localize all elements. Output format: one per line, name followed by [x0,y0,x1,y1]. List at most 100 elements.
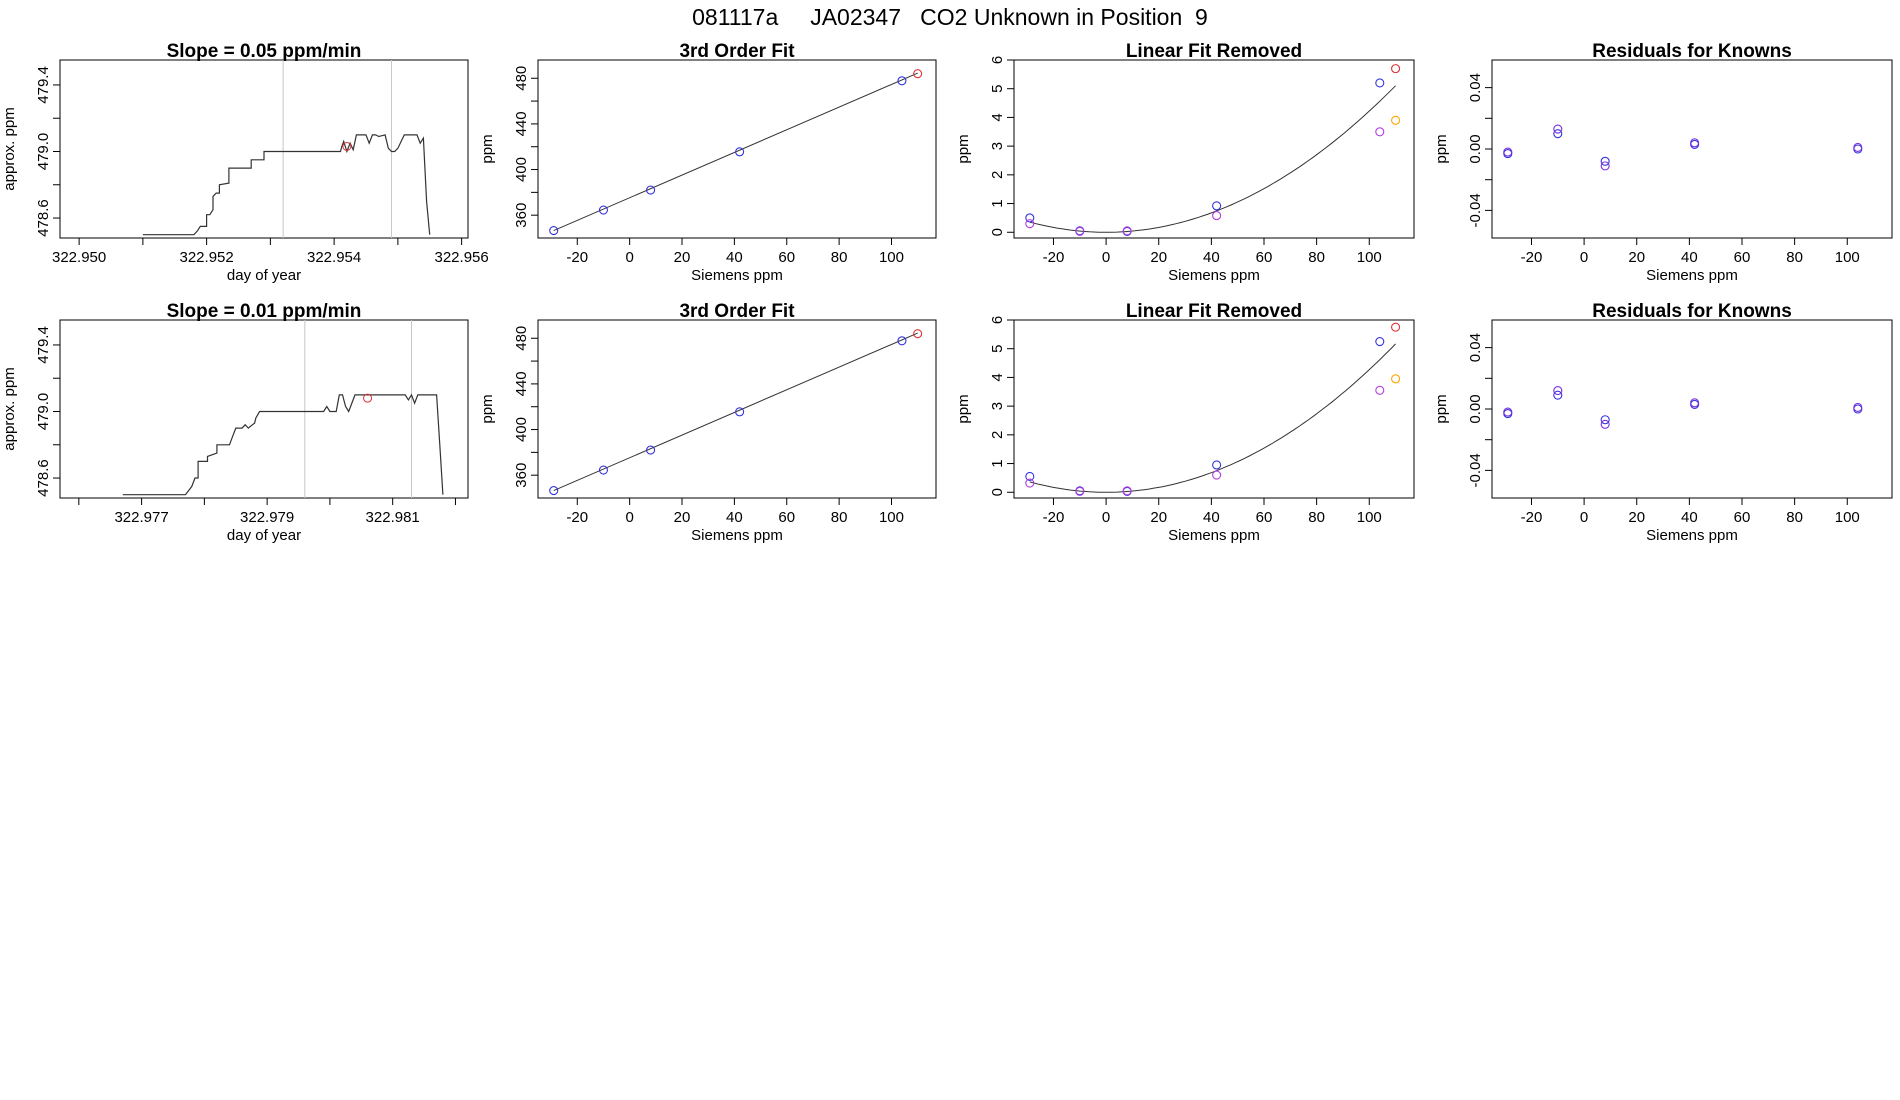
x-tick-label: 80 [1786,249,1803,266]
y-tick-label: 440 [513,371,530,396]
x-axis-label: Siemens ppm [1646,267,1738,284]
y-tick-label: 400 [513,157,530,182]
panel-title: Slope = 0.01 ppm/min [167,301,362,322]
y-tick-label: 0.04 [1467,333,1484,362]
data-point [1503,407,1513,417]
plot-area [549,69,923,236]
y-tick-label: 5 [989,85,1006,93]
y-tick-label: 360 [513,463,530,488]
fit-curve [1029,85,1396,233]
y-tick-label: 4 [989,373,1006,381]
x-tick-label: 80 [1308,509,1325,526]
x-tick-label: 20 [674,249,691,266]
x-tick-label: 322.979 [240,509,294,526]
x-tick-label: 40 [1203,509,1220,526]
data-point [1375,78,1385,88]
y-tick-label: 480 [513,66,530,91]
x-axis-label: Siemens ppm [1168,527,1260,544]
x-axis-label: day of year [227,527,301,544]
data-point [646,445,656,455]
x-tick-label: 80 [1308,249,1325,266]
data-point [1391,64,1401,74]
x-tick-label: 322.950 [52,249,106,266]
y-tick-label: 0.00 [1467,134,1484,163]
data-point [1075,226,1085,236]
plot-area [122,320,444,498]
x-tick-label: 60 [1256,249,1273,266]
x-tick-label: 20 [1150,249,1167,266]
x-tick-label: 0 [625,249,633,266]
series-line [142,134,431,236]
x-tick-label: 322.952 [180,249,234,266]
x-tick-label: 40 [726,509,743,526]
plot-frame [1491,319,1893,499]
y-tick-label: 0.04 [1467,73,1484,102]
plot-area [549,329,923,496]
plot-area [142,60,431,238]
y-tick-label: -0.04 [1467,453,1484,487]
data-point [598,205,609,215]
y-tick-label: 2 [989,431,1006,439]
plot-frame [59,319,469,499]
y-tick-label: 400 [513,417,530,442]
y-tick-label: 6 [989,56,1006,64]
y-axis-label: approx. ppm [1,107,18,190]
x-tick-label: 40 [1681,509,1698,526]
x-tick-label: 40 [1203,249,1220,266]
y-tick-label: 0 [989,228,1006,236]
data-point [1375,127,1385,137]
x-tick-label: 322.954 [307,249,361,266]
data-point [1025,213,1035,223]
data-point [913,329,923,339]
data-point [1391,115,1401,125]
plot-frame [1013,319,1415,499]
data-point [1025,478,1035,488]
panel-title: Residuals for Knowns [1592,41,1792,62]
y-axis-label: ppm [479,134,496,163]
y-tick-label: 0.00 [1467,394,1484,423]
current-point-marker [342,142,352,152]
data-point [1600,161,1610,171]
x-tick-label: 40 [726,249,743,266]
y-axis-label: ppm [479,394,496,423]
plot-area [1503,124,1863,171]
x-tick-label: 20 [1150,509,1167,526]
data-point [1025,471,1035,482]
x-tick-label: 0 [1102,509,1110,526]
panel-ts2: Slope = 0.01 ppm/min 322.977 322.979 322.98… [1,301,469,544]
data-point [913,69,923,79]
panel-lin1: Linear Fit Removed-20 0 20 40 60 80 100Siemens… [955,41,1415,284]
data-point [897,336,907,346]
panel-res1: Residuals for Knowns -20 0 20 40 60 80 100 Sieme… [1433,41,1893,284]
plot-frame [537,319,937,499]
data-point [1075,486,1085,496]
data-point [1025,219,1035,229]
x-tick-label: 100 [1357,249,1382,266]
x-tick-label: 100 [1835,249,1860,266]
x-tick-label: 60 [1734,509,1751,526]
data-point [1391,322,1401,332]
y-axis-label: ppm [955,134,972,163]
plot-area [1025,322,1401,496]
y-tick-label: 2 [989,171,1006,179]
plot-frame [1013,59,1415,239]
x-axis-label: Siemens ppm [691,267,783,284]
x-tick-label: 0 [1102,249,1110,266]
panel-title: 3rd Order Fit [679,301,795,322]
y-tick-label: 5 [989,345,1006,353]
panel-ts1: Slope = 0.05 ppm/min 322.950 322.952 322.95… [1,41,489,284]
x-tick-label: 0 [1580,509,1588,526]
x-tick-label: 60 [778,509,795,526]
panel-res2: Residuals for Knowns -20 0 20 40 60 80 100 Sieme… [1433,301,1893,544]
data-point [1122,226,1132,236]
x-tick-label: 60 [1256,509,1273,526]
y-tick-label: 6 [989,316,1006,324]
y-tick-label: 479.0 [35,393,52,431]
panel-title: Residuals for Knowns [1592,301,1792,322]
y-tick-label: 440 [513,111,530,136]
plot-frame [537,59,937,239]
data-point [1391,374,1401,384]
data-point [1853,402,1863,413]
y-axis-label: ppm [1433,394,1450,423]
y-tick-label: 479.0 [35,133,52,171]
